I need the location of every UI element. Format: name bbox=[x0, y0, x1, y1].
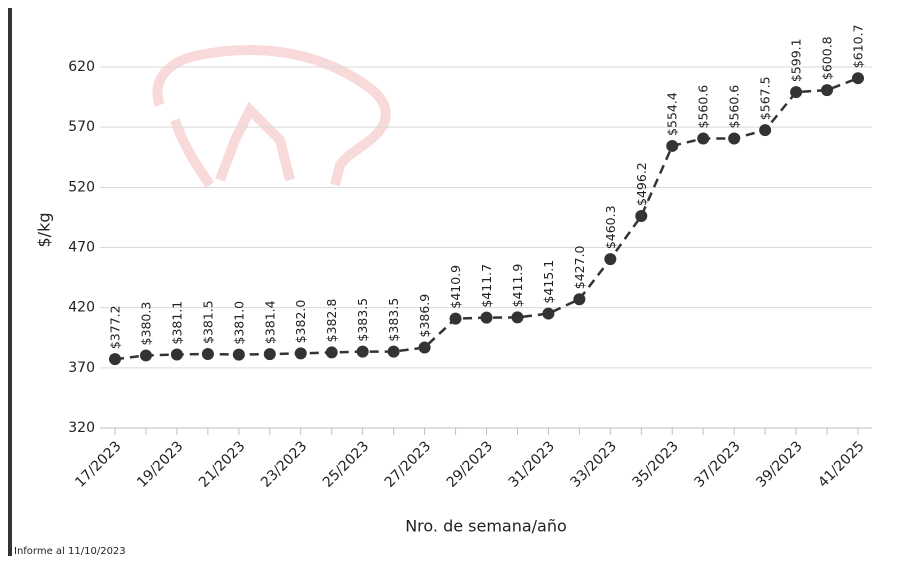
value-label: $382.0 bbox=[293, 300, 308, 344]
y-tick-label: 520 bbox=[68, 179, 95, 195]
value-label: $380.3 bbox=[138, 302, 153, 346]
y-tick-label: 620 bbox=[68, 59, 95, 75]
value-label: $610.7 bbox=[851, 24, 866, 68]
point bbox=[326, 346, 338, 358]
point bbox=[573, 293, 585, 305]
x-tick-label: 33/2023 bbox=[568, 438, 620, 490]
value-label: $411.7 bbox=[479, 264, 494, 308]
point bbox=[852, 72, 864, 84]
point bbox=[264, 348, 276, 360]
value-label: $381.5 bbox=[200, 300, 215, 344]
x-tick-label: 37/2023 bbox=[691, 438, 743, 490]
y-tick-label: 470 bbox=[68, 240, 95, 256]
value-label: $381.4 bbox=[262, 300, 277, 344]
x-tick-label: 23/2023 bbox=[258, 438, 310, 490]
point bbox=[388, 346, 400, 358]
x-tick-label: 29/2023 bbox=[444, 438, 496, 490]
value-label: $599.1 bbox=[789, 38, 804, 82]
x-tick-label: 35/2023 bbox=[629, 438, 681, 490]
point bbox=[790, 86, 802, 98]
pig-watermark bbox=[157, 50, 385, 185]
point bbox=[728, 132, 740, 144]
left-bar bbox=[8, 8, 12, 556]
x-tick-label: 19/2023 bbox=[134, 438, 186, 490]
y-tick-label: 320 bbox=[68, 420, 95, 436]
point bbox=[419, 341, 431, 353]
point bbox=[295, 347, 307, 359]
point bbox=[542, 308, 554, 320]
y-tick-label: 570 bbox=[68, 119, 95, 135]
point bbox=[233, 349, 245, 361]
point bbox=[450, 313, 462, 325]
value-label: $415.1 bbox=[541, 260, 556, 304]
value-label: $410.9 bbox=[448, 265, 463, 309]
y-tick-label: 370 bbox=[68, 360, 95, 376]
point bbox=[357, 346, 369, 358]
point bbox=[171, 348, 183, 360]
value-label: $460.3 bbox=[603, 205, 618, 249]
point bbox=[821, 84, 833, 96]
x-tick-label: 17/2023 bbox=[72, 438, 124, 490]
value-label: $381.0 bbox=[231, 301, 246, 345]
x-tick-label: 39/2023 bbox=[753, 438, 805, 490]
point bbox=[697, 132, 709, 144]
x-tick-label: 25/2023 bbox=[320, 438, 372, 490]
chart: $/kg Nro. de semana/año Informe al 11/10… bbox=[0, 0, 916, 566]
value-label: $554.4 bbox=[665, 92, 680, 136]
point bbox=[635, 210, 647, 222]
value-label: $427.0 bbox=[572, 245, 587, 289]
value-label: $382.8 bbox=[324, 299, 339, 343]
value-label: $381.1 bbox=[169, 301, 184, 345]
point bbox=[604, 253, 616, 265]
y-axis-label: $/kg bbox=[35, 213, 54, 248]
x-tick-label: 31/2023 bbox=[506, 438, 558, 490]
x-tick-label: 41/2025 bbox=[815, 438, 867, 490]
y-tick-label: 420 bbox=[68, 300, 95, 316]
value-label: $496.2 bbox=[634, 162, 649, 206]
value-label: $383.5 bbox=[355, 298, 370, 342]
x-tick-label: 21/2023 bbox=[196, 438, 248, 490]
value-label: $383.5 bbox=[386, 298, 401, 342]
value-label: $377.2 bbox=[108, 305, 123, 349]
value-label: $411.9 bbox=[510, 264, 525, 308]
value-label: $560.6 bbox=[696, 85, 711, 129]
point bbox=[759, 124, 771, 136]
point bbox=[140, 349, 152, 361]
footnote: Informe al 11/10/2023 bbox=[14, 546, 126, 557]
value-label: $560.6 bbox=[727, 85, 742, 129]
value-label: $386.9 bbox=[417, 294, 432, 338]
point bbox=[109, 353, 121, 365]
value-label: $567.5 bbox=[758, 76, 773, 120]
value-label: $600.8 bbox=[820, 36, 835, 80]
point bbox=[481, 312, 493, 324]
x-tick-label: 27/2023 bbox=[382, 438, 434, 490]
point bbox=[511, 311, 523, 323]
x-axis-label: Nro. de semana/año bbox=[405, 517, 567, 536]
point bbox=[202, 348, 214, 360]
point bbox=[666, 140, 678, 152]
